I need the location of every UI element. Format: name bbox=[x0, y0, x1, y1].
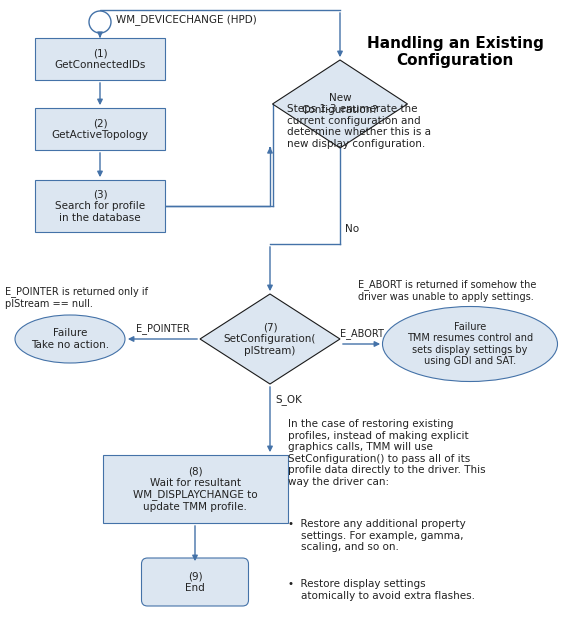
Text: E_POINTER is returned only if
pIStream == null.: E_POINTER is returned only if pIStream =… bbox=[5, 286, 148, 309]
FancyBboxPatch shape bbox=[141, 558, 248, 606]
Text: No: No bbox=[345, 224, 359, 234]
Text: •  Restore any additional property
    settings. For example, gamma,
    scaling: • Restore any additional property settin… bbox=[288, 519, 466, 552]
Text: (1)
GetConnectedIDs: (1) GetConnectedIDs bbox=[54, 48, 145, 70]
Text: Steps 1-3 enumerate the
current configuration and
determine whether this is a
ne: Steps 1-3 enumerate the current configur… bbox=[287, 104, 431, 149]
Text: New
Configuration?: New Configuration? bbox=[302, 93, 378, 115]
Text: Handling an Existing
Configuration: Handling an Existing Configuration bbox=[367, 36, 543, 68]
Polygon shape bbox=[273, 60, 408, 148]
FancyBboxPatch shape bbox=[35, 108, 165, 150]
Text: E_POINTER: E_POINTER bbox=[136, 323, 189, 334]
FancyBboxPatch shape bbox=[35, 180, 165, 232]
Text: Failure
Take no action.: Failure Take no action. bbox=[31, 328, 109, 350]
FancyBboxPatch shape bbox=[35, 38, 165, 80]
Text: (9)
End: (9) End bbox=[185, 571, 205, 593]
Text: (8)
Wait for resultant
WM_DISPLAYCHANGE to
update TMM profile.: (8) Wait for resultant WM_DISPLAYCHANGE … bbox=[133, 466, 258, 512]
Text: (7)
SetConfiguration(
pIStream): (7) SetConfiguration( pIStream) bbox=[224, 323, 316, 356]
Text: S_OK: S_OK bbox=[275, 394, 302, 405]
Text: (2)
GetActiveTopology: (2) GetActiveTopology bbox=[52, 118, 148, 140]
Text: In the case of restoring existing
profiles, instead of making explicit
graphics : In the case of restoring existing profil… bbox=[288, 419, 486, 487]
Ellipse shape bbox=[382, 306, 558, 382]
FancyBboxPatch shape bbox=[102, 455, 288, 523]
Ellipse shape bbox=[15, 315, 125, 363]
Text: E_ABORT: E_ABORT bbox=[340, 328, 384, 339]
Text: E_ABORT is returned if somehow the
driver was unable to apply settings.: E_ABORT is returned if somehow the drive… bbox=[358, 279, 536, 302]
Text: •  Restore display settings
    atomically to avoid extra flashes.: • Restore display settings atomically to… bbox=[288, 579, 475, 600]
Text: (3)
Search for profile
in the database: (3) Search for profile in the database bbox=[55, 190, 145, 223]
Text: Failure
TMM resumes control and
sets display settings by
using GDI and SAT.: Failure TMM resumes control and sets dis… bbox=[407, 321, 533, 366]
Text: WM_DEVICECHANGE (HPD): WM_DEVICECHANGE (HPD) bbox=[116, 15, 257, 25]
Polygon shape bbox=[200, 294, 340, 384]
Circle shape bbox=[89, 11, 111, 33]
